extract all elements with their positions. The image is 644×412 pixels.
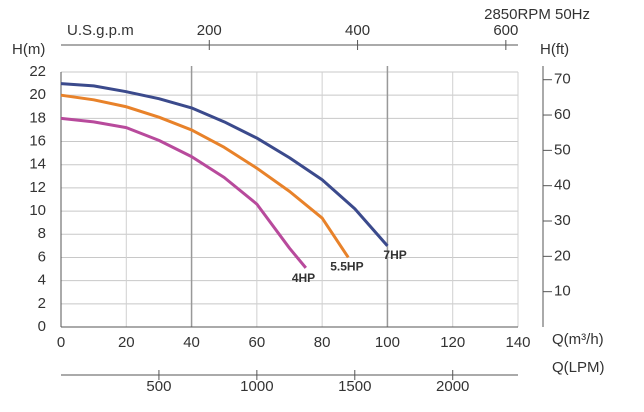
y2-label: H(ft) [540,41,569,58]
x-label: Q(m³/h) [552,331,604,348]
y-tick-label: 18 [29,109,46,126]
pump-curve [60,116,307,269]
y-tick-label: 6 [38,248,46,265]
x3-tick-label: 500 [146,378,171,395]
y-tick-label: 8 [38,225,46,242]
x3-label: Q(LPM) [552,359,605,376]
y-label: H(m) [12,41,45,58]
y2-tick-label: 50 [554,141,571,158]
x-tick-label: 100 [375,334,400,351]
y-tick-label: 20 [29,86,46,103]
x3-tick-label: 2000 [436,378,469,395]
curve-label: 7HP [383,248,406,262]
y-tick-label: 22 [29,63,46,80]
x-tick-label: 0 [57,334,65,351]
x-tick-label: 40 [183,334,200,351]
y-tick-label: 2 [38,295,46,312]
x2-label: U.S.g.p.m [67,22,134,39]
y2-tick-label: 20 [554,247,571,264]
x-tick-label: 20 [118,334,135,351]
y-tick-label: 4 [38,272,46,289]
curve-label: 4HP [292,271,315,285]
x-tick-label: 60 [249,334,266,351]
pump-curve [60,82,389,247]
x-tick-label: 80 [314,334,331,351]
x-tick-label: 120 [440,334,465,351]
annotation: 2850RPM 50Hz [484,6,590,23]
y-tick-label: 10 [29,202,46,219]
y-tick-label: 0 [38,318,46,335]
y-tick-label: 14 [29,156,46,173]
x2-tick-label: 200 [197,22,222,39]
y2-tick-label: 30 [554,212,571,229]
y2-tick-label: 70 [554,71,571,88]
x2-tick-label: 400 [345,22,370,39]
y2-tick-label: 40 [554,177,571,194]
y2-tick-label: 60 [554,106,571,123]
y-tick-label: 16 [29,133,46,150]
x3-tick-label: 1500 [338,378,371,395]
pump-curve [60,93,350,259]
curve-label: 5.5HP [330,260,363,274]
y2-tick-label: 10 [554,283,571,300]
x-tick-label: 140 [505,334,530,351]
x3-tick-label: 1000 [240,378,273,395]
x2-tick-label: 600 [493,22,518,39]
y-tick-label: 12 [29,179,46,196]
